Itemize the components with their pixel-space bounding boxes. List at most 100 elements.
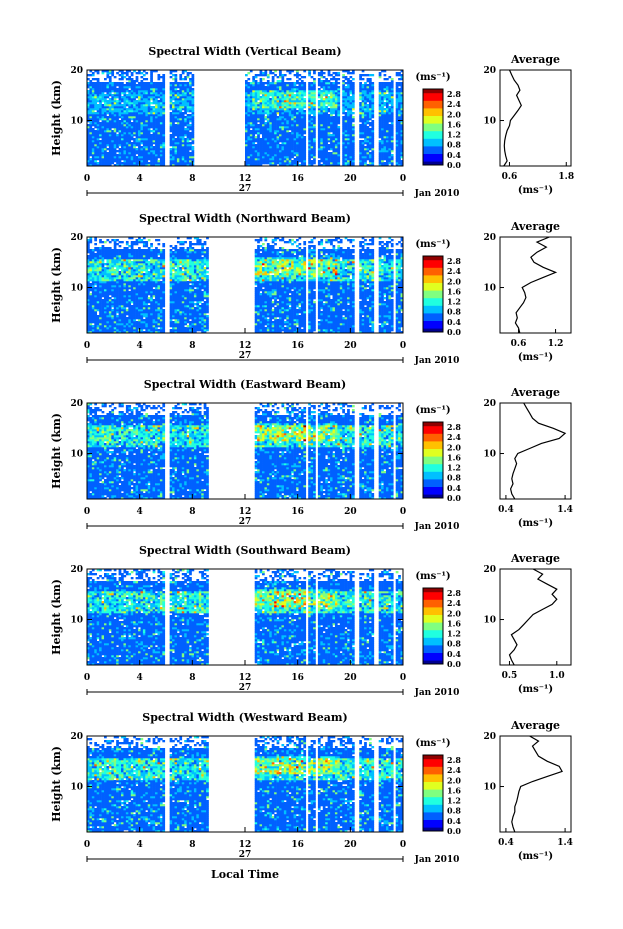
- heatmap-cell: [289, 106, 292, 108]
- heatmap-cell: [121, 140, 124, 142]
- heatmap-cell: [160, 144, 163, 146]
- heatmap-cell: [364, 158, 367, 160]
- heatmap-cell: [155, 124, 158, 126]
- heatmap-cell: [396, 156, 399, 158]
- heatmap-cell: [94, 291, 97, 293]
- heatmap-cell: [143, 136, 146, 138]
- heatmap-cell: [335, 92, 338, 94]
- heatmap-cell: [157, 78, 160, 80]
- heatmap-cell: [257, 130, 260, 132]
- heatmap-cell: [252, 152, 255, 154]
- heatmap-cell: [277, 156, 280, 158]
- heatmap-cell: [172, 102, 175, 104]
- heatmap-cell: [119, 112, 122, 114]
- heatmap-cell: [172, 118, 175, 120]
- heatmap-cell: [138, 88, 141, 90]
- heatmap-cell: [364, 74, 367, 76]
- heatmap-cell: [308, 140, 311, 142]
- heatmap-cell: [114, 259, 117, 261]
- heatmap-cell: [260, 104, 263, 106]
- heatmap-cell: [102, 162, 105, 164]
- heatmap-cell: [252, 84, 255, 86]
- heatmap-cell: [255, 76, 258, 78]
- heatmap-cell: [187, 152, 190, 154]
- heatmap-cell: [260, 112, 263, 114]
- heatmap-cell: [99, 102, 102, 104]
- heatmap-cell: [362, 92, 365, 94]
- heatmap-cell: [140, 146, 143, 148]
- heatmap-cell: [89, 88, 92, 90]
- heatmap-cell: [342, 74, 345, 76]
- heatmap-cell: [388, 138, 391, 140]
- heatmap-cell: [308, 116, 311, 118]
- heatmap-cell: [187, 148, 190, 150]
- heatmap-cell: [379, 130, 382, 132]
- heatmap-cell: [281, 152, 284, 154]
- heatmap-cell: [97, 150, 100, 152]
- heatmap-cell: [97, 146, 100, 148]
- heatmap-cell: [143, 124, 146, 126]
- heatmap-cell: [148, 146, 151, 148]
- heatmap-cell: [330, 156, 333, 158]
- heatmap-cell: [388, 156, 391, 158]
- heatmap-cell: [257, 136, 260, 138]
- heatmap-cell: [381, 162, 384, 164]
- heatmap-cell: [345, 148, 348, 150]
- heatmap-cell: [386, 158, 389, 160]
- heatmap-cell: [136, 130, 139, 132]
- heatmap-cell: [350, 130, 353, 132]
- heatmap-cell: [337, 102, 340, 104]
- heatmap-cell: [106, 277, 109, 279]
- heatmap-cell: [155, 126, 158, 128]
- heatmap-cell: [121, 150, 124, 152]
- heatmap-cell: [114, 241, 117, 243]
- heatmap-cell: [160, 118, 163, 120]
- heatmap-cell: [104, 283, 107, 285]
- heatmap-cell: [179, 162, 182, 164]
- heatmap-cell: [106, 303, 109, 305]
- heatmap-cell: [352, 112, 355, 114]
- heatmap-cell: [347, 160, 350, 162]
- heatmap-cell: [128, 140, 131, 142]
- heatmap-cell: [264, 96, 267, 98]
- heatmap-cell: [119, 88, 122, 90]
- heatmap-cell: [123, 72, 126, 74]
- heatmap-cell: [111, 124, 114, 126]
- heatmap-cell: [257, 74, 260, 76]
- heatmap-cell: [333, 112, 336, 114]
- heatmap-cell: [294, 112, 297, 114]
- heatmap-cell: [97, 148, 100, 150]
- heatmap-cell: [128, 90, 131, 92]
- heatmap-cell: [272, 92, 275, 94]
- heatmap-cell: [192, 114, 195, 116]
- heatmap-cell: [350, 100, 353, 102]
- heatmap-cell: [328, 80, 331, 82]
- heatmap-cell: [184, 156, 187, 158]
- heatmap-cell: [308, 72, 311, 74]
- heatmap-cell: [391, 128, 394, 130]
- heatmap-cell: [264, 112, 267, 114]
- heatmap-cell: [99, 100, 102, 102]
- heatmap-cell: [128, 152, 131, 154]
- heatmap-cell: [379, 106, 382, 108]
- heatmap-cell: [145, 120, 148, 122]
- heatmap-cell: [345, 76, 348, 78]
- heatmap-cell: [328, 92, 331, 94]
- heatmap-cell: [272, 144, 275, 146]
- heatmap-cell: [333, 88, 336, 90]
- heatmap-cell: [381, 94, 384, 96]
- heatmap-cell: [136, 162, 139, 164]
- heatmap-cell: [121, 96, 124, 98]
- heatmap-cell: [114, 126, 117, 128]
- heatmap-cell: [89, 297, 92, 299]
- heatmap-cell: [140, 160, 143, 162]
- heatmap-cell: [184, 154, 187, 156]
- heatmap-cell: [97, 329, 100, 331]
- heatmap-cell: [301, 126, 304, 128]
- heatmap-cell: [398, 78, 401, 80]
- heatmap-cell: [126, 134, 129, 136]
- heatmap-cell: [323, 108, 326, 110]
- heatmap-cell: [150, 120, 153, 122]
- heatmap-cell: [126, 146, 129, 148]
- heatmap-cell: [182, 126, 185, 128]
